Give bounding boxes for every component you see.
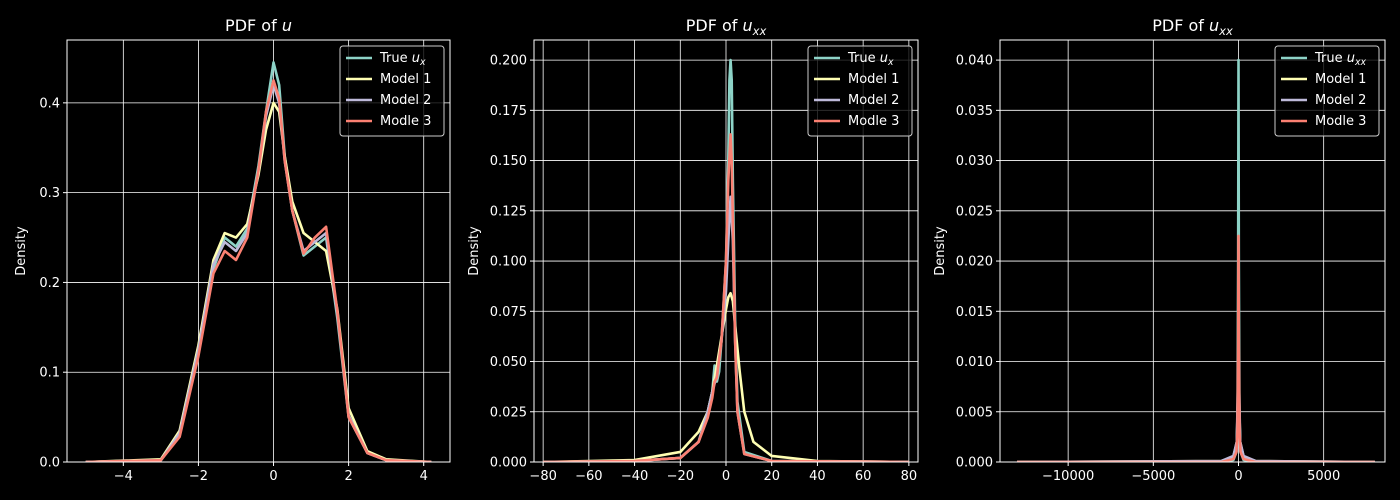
series-line-modle-3 [1017, 234, 1375, 462]
legend-label: Model 1 [380, 72, 431, 87]
x-tick-label: −10000 [1042, 469, 1094, 484]
y-tick-label: 0.005 [956, 405, 993, 420]
legend-label: Modle 3 [848, 114, 899, 129]
subplot-1: −4 −2 0 2 4 0.0 0.1 0.2 0.3 0.4 PDF of u Density Tru… [14, 16, 451, 484]
legend-label: Model 1 [1315, 72, 1366, 87]
y-tick-label: 0.025 [490, 405, 527, 420]
y-tick-label: 0.0 [39, 456, 60, 471]
legend-label: Model 2 [380, 93, 431, 108]
series-line-modle-3 [543, 133, 909, 462]
y-tick-label: 0.075 [490, 305, 527, 320]
legend-label: Model 2 [1315, 93, 1366, 108]
y-tick-label: 0.000 [956, 456, 993, 471]
legend-box [1274, 45, 1380, 137]
x-tick-label: −5000 [1131, 469, 1175, 484]
legend: True uxx Model 1 Model 2 Modle 3 [1274, 45, 1380, 137]
y-axis-label: Density [467, 226, 482, 276]
legend-label: Modle 3 [380, 114, 431, 129]
y-tick-label: 0.050 [490, 355, 527, 370]
legend-label: Modle 3 [1315, 114, 1366, 129]
y-tick-label: 0.200 [490, 54, 527, 69]
series-line-model-2 [1017, 340, 1375, 462]
y-tick-label: 0.3 [39, 186, 60, 201]
y-axis-label: Density [933, 226, 948, 276]
legend-label: Model 1 [848, 72, 899, 87]
chart-title: PDF of uxx [1152, 16, 1233, 38]
series-line-model-1 [543, 291, 909, 462]
x-tick-label: −2 [189, 469, 208, 484]
y-tick-label: 0.100 [490, 255, 527, 270]
y-tick-label: 0.150 [490, 154, 527, 169]
y-tick-label: 0.4 [39, 96, 60, 111]
x-tick-label: −4 [114, 469, 133, 484]
x-tick-label: 0 [722, 469, 730, 484]
chart-title: PDF of uxx [686, 16, 767, 38]
x-tick-label: 5000 [1307, 469, 1340, 484]
y-tick-label: 0.1 [39, 366, 60, 381]
y-tick-label: 0.030 [956, 154, 993, 169]
y-tick-label: 0.025 [956, 204, 993, 219]
x-tick-label: −40 [621, 469, 648, 484]
x-tick-label: 20 [763, 469, 780, 484]
x-tick-label: 40 [809, 469, 826, 484]
legend-box [339, 45, 445, 137]
x-tick-label: 0 [269, 469, 277, 484]
x-tick-label: 2 [344, 469, 352, 484]
x-tick-label: 4 [420, 469, 428, 484]
y-tick-label: 0.010 [956, 355, 993, 370]
legend-label: True ux [379, 51, 426, 68]
x-tick-label: 80 [901, 469, 918, 484]
axes-frame [999, 39, 1386, 463]
x-tick-label: −80 [529, 469, 556, 484]
y-tick-label: 0.040 [956, 54, 993, 69]
y-tick-label: 0.035 [956, 104, 993, 119]
legend-label: True ux [847, 51, 894, 68]
axes-frame [66, 39, 451, 463]
legend: True ux Model 1 Model 2 Modle 3 [339, 45, 445, 137]
series-line-model-2 [85, 83, 432, 462]
y-tick-label: 0.015 [956, 305, 993, 320]
y-tick-label: 0.175 [490, 104, 527, 119]
legend-box [807, 45, 913, 137]
legend: True ux Model 1 Model 2 Modle 3 [807, 45, 913, 137]
y-tick-label: 0.020 [956, 255, 993, 270]
y-tick-label: 0.2 [39, 276, 60, 291]
y-axis-label: Density [14, 226, 29, 276]
y-tick-label: 0.125 [490, 204, 527, 219]
subplot-3: −10000 −5000 0 5000 0.000 0.005 0.010 0.015 0.02… [933, 16, 1386, 484]
y-tick-label: 0.000 [490, 456, 527, 471]
series-line-modle-3 [85, 79, 432, 462]
x-tick-label: 0 [1234, 469, 1242, 484]
subplot-2: −80 −60 −40 −20 0 20 40 60 80 0.000 0.025 0.050 0.07… [467, 16, 919, 484]
x-tick-label: −20 [667, 469, 694, 484]
chart-title: PDF of u [225, 16, 292, 35]
x-tick-label: 60 [855, 469, 872, 484]
legend-label: Model 2 [848, 93, 899, 108]
legend-label: True uxx [1314, 51, 1367, 68]
x-tick-label: −60 [575, 469, 602, 484]
